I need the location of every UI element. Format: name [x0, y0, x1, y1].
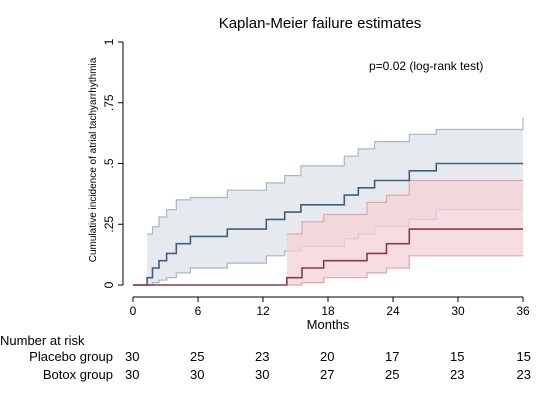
risk-count: 15 [450, 349, 465, 364]
y-tick-label: .5 [102, 158, 116, 168]
chart-title: Kaplan-Meier failure estimates [219, 15, 422, 32]
x-tick-label: 24 [386, 304, 400, 318]
placebo-group-ci-band [147, 117, 523, 285]
risk-row-label: Botox group [42, 367, 113, 382]
x-tick-label: 12 [256, 304, 270, 318]
risk-count: 15 [516, 349, 531, 364]
x-tick-label: 18 [321, 304, 335, 318]
y-tick-label: 0 [102, 281, 116, 288]
risk-table-header: Number at risk [0, 333, 85, 348]
axes: 0 6 12 18 24 30 36 0 .25 .5 .75 1 [102, 38, 530, 318]
y-tick-label: 1 [102, 38, 116, 45]
risk-count: 30 [125, 349, 140, 364]
x-tick-label: 30 [451, 304, 465, 318]
x-tick-label: 36 [516, 304, 530, 318]
pvalue-annotation: p=0.02 (log-rank test) [369, 59, 483, 73]
risk-count: 27 [320, 367, 335, 382]
botox-group-curve [133, 228, 523, 286]
x-tick-label: 6 [195, 304, 202, 318]
confidence-bands [147, 117, 524, 286]
x-axis-label: Months [307, 317, 350, 332]
risk-count: 23 [516, 367, 531, 382]
y-axis-label: Cumulative incidence of atrial tachyarrh… [88, 57, 99, 262]
botox-group-ci-band [286, 180, 523, 285]
y-tick-label: .75 [102, 94, 116, 111]
risk-count: 25 [190, 349, 205, 364]
risk-row-label: Placebo group [29, 349, 113, 364]
risk-count: 20 [320, 349, 335, 364]
survival-curves [133, 162, 523, 286]
risk-count: 25 [385, 367, 400, 382]
risk-count: 30 [190, 367, 205, 382]
risk-count: 30 [125, 367, 140, 382]
placebo-group-curve [133, 162, 523, 286]
placebo-group-ci-upper [147, 117, 524, 235]
x-tick-label: 0 [130, 304, 137, 318]
y-tick-label: .25 [102, 216, 116, 233]
botox-group-ci-upper [286, 179, 523, 235]
botox-group-ci-lower [286, 255, 523, 286]
risk-count: 23 [255, 349, 270, 364]
risk-count: 17 [385, 349, 400, 364]
risk-count: 23 [450, 367, 465, 382]
risk-count: 30 [255, 367, 270, 382]
